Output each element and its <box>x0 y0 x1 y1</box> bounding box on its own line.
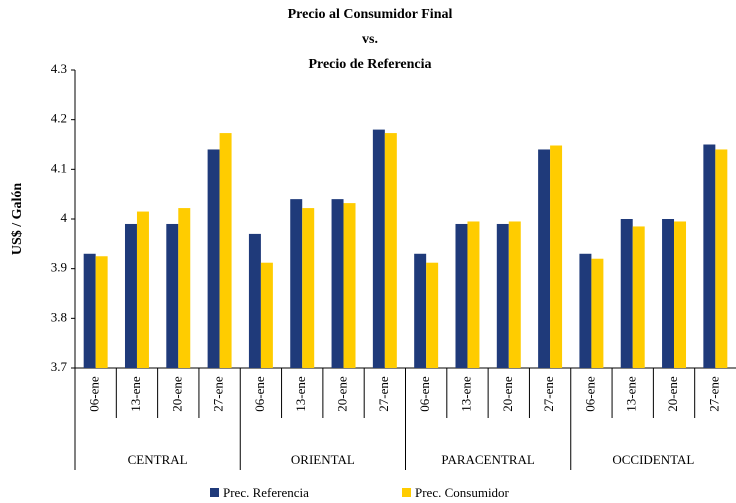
y-tick-label: 4.1 <box>51 160 67 175</box>
bar <box>372 129 385 368</box>
bar <box>260 262 273 368</box>
legend-label: Prec. Consumidor <box>415 485 510 500</box>
x-tick-label: 13-ene <box>458 376 473 412</box>
chart-title: Precio de Referencia <box>308 57 431 72</box>
x-tick-label: 27-ene <box>541 376 556 412</box>
bar <box>703 144 716 368</box>
y-tick-label: 3.7 <box>51 359 68 374</box>
bar <box>83 253 96 368</box>
legend-swatch <box>210 488 219 497</box>
x-tick-label: 27-ene <box>211 376 226 412</box>
x-tick-label: 20-ene <box>335 376 350 412</box>
x-tick-label: 27-ene <box>376 376 391 412</box>
bar <box>674 221 687 368</box>
legend-label: Prec. Referencia <box>223 485 309 500</box>
bar <box>550 145 563 368</box>
bar <box>136 211 149 368</box>
chart-title: vs. <box>362 32 378 47</box>
bar <box>538 149 551 368</box>
bar <box>384 133 397 368</box>
bar <box>467 221 480 368</box>
bar <box>579 253 592 368</box>
legend-swatch <box>402 488 411 497</box>
bar <box>662 219 675 368</box>
bar <box>343 203 356 368</box>
bar <box>632 226 645 368</box>
y-axis-label: US$ / Galón <box>10 183 25 256</box>
x-tick-label: 06-ene <box>252 376 267 412</box>
bar <box>715 149 728 368</box>
group-label: PARACENTRAL <box>441 452 534 467</box>
x-tick-label: 13-ene <box>624 376 639 412</box>
bar <box>178 208 191 368</box>
group-label: CENTRAL <box>128 452 188 467</box>
bar <box>591 258 604 368</box>
bar <box>166 223 179 368</box>
bar <box>124 223 137 368</box>
x-tick-label: 06-ene <box>582 376 597 412</box>
bar <box>620 219 633 368</box>
x-tick-label: 13-ene <box>293 376 308 412</box>
bar <box>248 233 261 368</box>
x-tick-label: 20-ene <box>500 376 515 412</box>
bar <box>508 221 521 368</box>
x-tick-label: 20-ene <box>169 376 184 412</box>
y-tick-label: 4.3 <box>51 61 67 76</box>
bar <box>302 208 315 368</box>
y-tick-label: 4 <box>61 210 68 225</box>
bar <box>290 199 303 368</box>
x-tick-label: 06-ene <box>87 376 102 412</box>
x-tick-label: 13-ene <box>128 376 143 412</box>
bar <box>219 133 232 368</box>
bar <box>426 262 439 368</box>
bar <box>95 256 108 368</box>
bar <box>207 149 220 368</box>
y-tick-label: 3.8 <box>51 309 67 324</box>
bar <box>496 223 509 368</box>
bar <box>414 253 427 368</box>
group-label: ORIENTAL <box>291 452 355 467</box>
bar <box>331 199 344 368</box>
y-tick-label: 3.9 <box>51 260 67 275</box>
x-tick-label: 27-ene <box>706 376 721 412</box>
chart-title: Precio al Consumidor Final <box>288 7 453 22</box>
y-tick-label: 4.2 <box>51 111 67 126</box>
group-label: OCCIDENTAL <box>612 452 694 467</box>
bar <box>455 223 468 368</box>
x-tick-label: 20-ene <box>665 376 680 412</box>
x-tick-label: 06-ene <box>417 376 432 412</box>
